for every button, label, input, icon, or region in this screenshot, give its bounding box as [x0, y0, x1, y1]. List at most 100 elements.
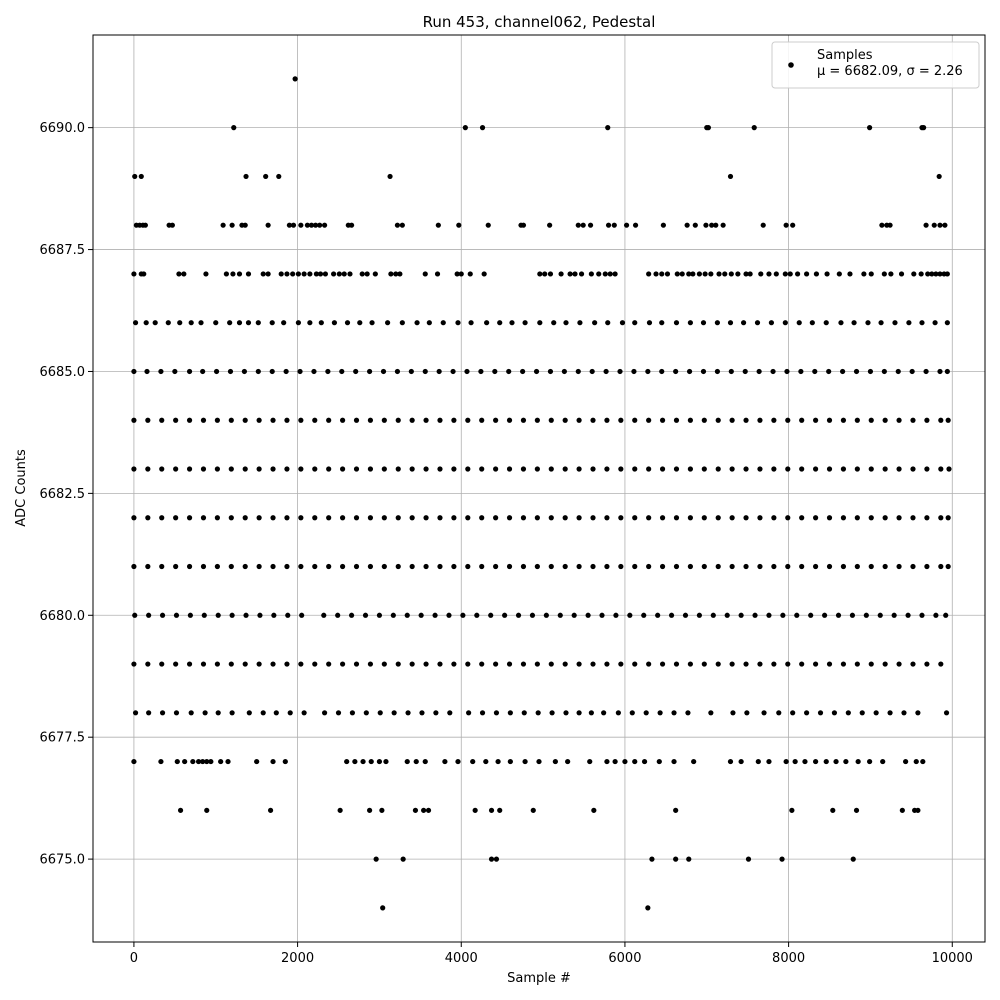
data-point [131, 515, 137, 521]
data-point [462, 125, 468, 131]
data-point [799, 417, 805, 423]
data-point [617, 368, 623, 375]
data-point [455, 320, 461, 326]
data-point [301, 710, 307, 716]
data-point [173, 661, 179, 667]
data-point [813, 417, 819, 423]
data-point [298, 417, 304, 423]
data-point [488, 807, 495, 813]
data-point [242, 466, 248, 472]
data-point [562, 563, 568, 570]
data-point [506, 515, 513, 521]
data-point [854, 661, 860, 667]
data-point [924, 563, 930, 570]
data-point [214, 417, 220, 423]
data-point [200, 515, 207, 521]
data-point [208, 758, 214, 765]
data-point [298, 515, 304, 521]
data-point [437, 466, 443, 472]
data-point [229, 222, 235, 228]
data-point [422, 271, 428, 277]
data-point [465, 661, 471, 667]
data-point [548, 466, 554, 472]
data-point [483, 758, 489, 765]
data-point [132, 320, 139, 326]
data-point [331, 320, 338, 326]
data-point [705, 125, 711, 131]
data-point [937, 368, 943, 375]
data-point [910, 563, 916, 570]
data-point [771, 417, 777, 423]
data-point [924, 466, 930, 472]
data-point [379, 807, 385, 813]
data-point [671, 710, 677, 716]
data-point [727, 320, 734, 326]
data-point [643, 710, 649, 716]
data-point [618, 466, 624, 472]
data-point [824, 271, 830, 277]
data-point [146, 710, 152, 716]
data-point [437, 515, 443, 521]
data-point [859, 710, 865, 716]
data-point [131, 563, 137, 570]
data-point [881, 271, 887, 277]
data-point [186, 417, 193, 423]
data-point [534, 563, 540, 570]
data-point [921, 125, 927, 131]
data-point [509, 320, 515, 326]
legend-box [771, 41, 980, 89]
data-point [425, 807, 432, 813]
data-point [409, 417, 415, 423]
data-point [257, 612, 263, 618]
data-point [270, 661, 276, 667]
data-point [547, 222, 553, 228]
data-point [792, 758, 798, 765]
data-point [623, 222, 630, 228]
data-point [771, 563, 777, 570]
x-tick-label: 10000 [932, 951, 973, 966]
data-point [744, 710, 750, 716]
data-point [713, 222, 719, 228]
data-point [840, 368, 846, 375]
data-point [888, 271, 894, 277]
data-point [576, 563, 582, 570]
data-point [131, 417, 137, 423]
data-point [290, 271, 296, 277]
data-point [933, 612, 939, 618]
data-point [297, 368, 303, 375]
x-tick-label: 6000 [608, 951, 641, 966]
axis-ticks: 0 2000 4000 6000 8000 10000 6675.0 6677.5 6680.0… [40, 121, 973, 966]
data-point [813, 515, 819, 521]
data-point [558, 271, 564, 277]
data-point [730, 710, 736, 716]
data-point [479, 466, 485, 472]
data-point [799, 661, 805, 667]
data-point [256, 417, 262, 423]
data-point [944, 320, 950, 326]
data-point [547, 368, 554, 375]
data-point [572, 271, 578, 277]
data-point [923, 368, 929, 375]
data-point [632, 466, 638, 472]
data-point [646, 417, 652, 423]
data-point [393, 271, 399, 277]
data-point [896, 661, 902, 667]
data-point [269, 368, 275, 375]
data-point [311, 368, 317, 375]
data-point [381, 466, 387, 472]
data-point [534, 661, 540, 667]
data-point [615, 710, 621, 716]
data-point [686, 271, 692, 277]
data-point [493, 515, 499, 521]
data-point [659, 417, 666, 423]
data-point [646, 271, 652, 277]
data-point [325, 368, 331, 375]
data-point [520, 515, 527, 521]
data-point [836, 271, 842, 277]
data-point [353, 563, 360, 570]
data-point [395, 515, 401, 521]
data-point [344, 320, 351, 326]
data-point [632, 320, 638, 326]
data-point [367, 563, 374, 570]
data-point [236, 320, 243, 326]
